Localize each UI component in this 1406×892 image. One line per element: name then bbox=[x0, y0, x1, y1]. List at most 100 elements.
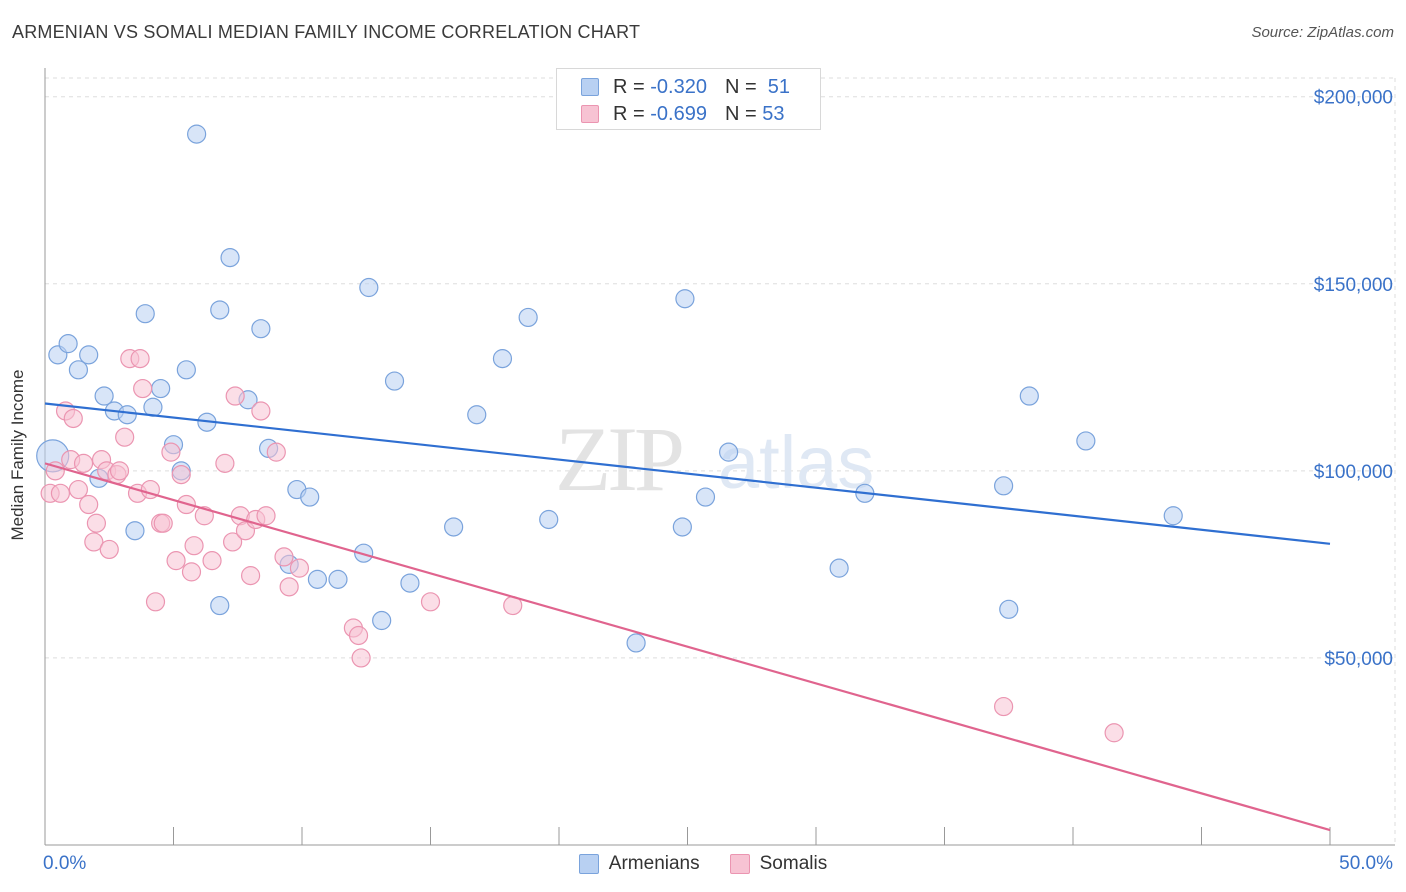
armenian-point-49 bbox=[1076, 431, 1096, 451]
legend-item-armenians[interactable]: Armenians bbox=[578, 851, 700, 877]
armenian-point-31 bbox=[372, 610, 392, 631]
somali-point-26 bbox=[166, 551, 186, 571]
armenian-point-30 bbox=[359, 277, 379, 298]
armenian-point-50 bbox=[1163, 506, 1183, 526]
armenian-point-35 bbox=[467, 405, 487, 425]
somali-point-15 bbox=[109, 461, 130, 481]
somali-point-8 bbox=[79, 494, 99, 515]
armenian-point-20 bbox=[220, 247, 240, 268]
somali-point-49 bbox=[420, 592, 441, 612]
somali-point-40 bbox=[251, 401, 271, 421]
armenian-point-22 bbox=[251, 319, 271, 339]
somali-point-7 bbox=[73, 453, 94, 473]
armenian-point-32 bbox=[384, 371, 405, 391]
somalis-r-label: R = bbox=[613, 102, 645, 125]
somali-point-9 bbox=[84, 532, 104, 552]
armenian-point-28 bbox=[328, 569, 348, 589]
somali-point-27 bbox=[171, 464, 191, 485]
armenian-point-4 bbox=[79, 345, 99, 365]
armenian-point-46 bbox=[994, 476, 1014, 496]
armenian-point-48 bbox=[1019, 386, 1039, 406]
legend-item-somalis[interactable]: Somalis bbox=[729, 851, 828, 877]
x-tick-label-0: 0.0% bbox=[43, 853, 86, 874]
somali-point-43 bbox=[274, 547, 294, 567]
armenian-point-8 bbox=[117, 405, 137, 425]
somali-point-38 bbox=[241, 566, 261, 586]
armenian-point-47 bbox=[999, 599, 1019, 619]
armenian-point-43 bbox=[719, 442, 739, 462]
somali-point-6 bbox=[68, 479, 89, 500]
somalis-swatch bbox=[581, 105, 599, 123]
y-tick-label-0: $50,000 bbox=[1324, 649, 1393, 670]
armenians-n-value: 51 bbox=[767, 75, 791, 98]
somali-point-10 bbox=[86, 513, 107, 533]
armenian-point-44 bbox=[829, 558, 849, 578]
somali-point-25 bbox=[161, 442, 181, 462]
chart-title: ARMENIAN VS SOMALI MEDIAN FAMILY INCOME … bbox=[12, 22, 641, 42]
armenian-point-9 bbox=[125, 521, 145, 541]
y-axis-label: Median Family Income bbox=[8, 369, 27, 541]
somali-point-48 bbox=[351, 648, 371, 668]
armenians-r-label: R = bbox=[613, 75, 645, 98]
armenian-point-12 bbox=[151, 378, 171, 399]
somali-point-29 bbox=[181, 562, 202, 582]
armenian-point-41 bbox=[675, 289, 695, 309]
somali-point-13 bbox=[99, 539, 119, 560]
somali-point-35 bbox=[225, 386, 245, 406]
armenians-legend-swatch bbox=[578, 854, 599, 874]
somali-trend-line bbox=[44, 462, 1331, 832]
armenian-point-34 bbox=[444, 517, 464, 537]
somali-point-52 bbox=[1104, 723, 1124, 743]
armenian-point-39 bbox=[626, 633, 646, 653]
somali-point-20 bbox=[133, 378, 153, 399]
armenian-point-40 bbox=[672, 517, 692, 537]
armenian-point-42 bbox=[695, 487, 716, 507]
y-tick-label-1: $100,000 bbox=[1314, 462, 1393, 483]
somalis-n-value: 53 bbox=[762, 102, 785, 125]
somalis-legend-label: Somalis bbox=[759, 853, 828, 874]
armenian-point-15 bbox=[176, 360, 196, 380]
somali-point-1 bbox=[45, 461, 65, 481]
watermark-zip: ZIP bbox=[555, 408, 682, 510]
armenian-point-33 bbox=[400, 573, 420, 593]
y-tick-label-2: $150,000 bbox=[1314, 275, 1393, 296]
armenians-legend-label: Armenians bbox=[608, 853, 700, 874]
somali-point-16 bbox=[115, 427, 135, 447]
armenian-point-2 bbox=[58, 334, 78, 354]
legend-row-somalis: R = -0.699 N = 53 bbox=[581, 102, 784, 126]
armenian-point-3 bbox=[68, 360, 89, 380]
armenians-n-label: N = bbox=[724, 75, 757, 98]
armenian-point-19 bbox=[210, 300, 230, 320]
armenian-trend-line bbox=[44, 402, 1331, 545]
armenian-point-18 bbox=[210, 595, 230, 616]
somalis-r-value: -0.699 bbox=[650, 102, 707, 125]
armenian-point-37 bbox=[518, 307, 538, 328]
armenians-r-value: -0.320 bbox=[650, 75, 707, 98]
somalis-legend-swatch bbox=[729, 854, 750, 874]
series-legend: Armenians Somalis bbox=[0, 851, 1406, 877]
somali-point-47 bbox=[348, 625, 369, 646]
x-tick-label-1: 50.0% bbox=[1339, 853, 1393, 874]
somali-point-44 bbox=[279, 577, 299, 597]
somali-point-5 bbox=[63, 408, 83, 429]
armenian-point-38 bbox=[539, 509, 559, 530]
somali-point-2 bbox=[50, 483, 71, 503]
somali-point-45 bbox=[289, 558, 310, 578]
somali-point-32 bbox=[202, 551, 222, 571]
y-tick-label-3: $200,000 bbox=[1314, 88, 1393, 109]
somali-point-42 bbox=[266, 442, 286, 462]
somali-point-30 bbox=[184, 536, 204, 556]
somalis-n-label: N = bbox=[724, 102, 757, 125]
somali-point-22 bbox=[145, 592, 166, 612]
armenians-swatch bbox=[581, 78, 599, 96]
somali-point-41 bbox=[256, 506, 276, 526]
legend-row-armenians: R = -0.320 N = 51 bbox=[581, 75, 790, 99]
somali-point-33 bbox=[215, 453, 235, 473]
somali-point-24 bbox=[153, 513, 173, 533]
somali-point-34 bbox=[223, 532, 243, 552]
source-credit: Source: ZipAtlas.com bbox=[1251, 24, 1394, 41]
somali-point-19 bbox=[130, 349, 150, 369]
armenian-point-6 bbox=[94, 386, 114, 406]
armenian-point-16 bbox=[187, 124, 207, 144]
